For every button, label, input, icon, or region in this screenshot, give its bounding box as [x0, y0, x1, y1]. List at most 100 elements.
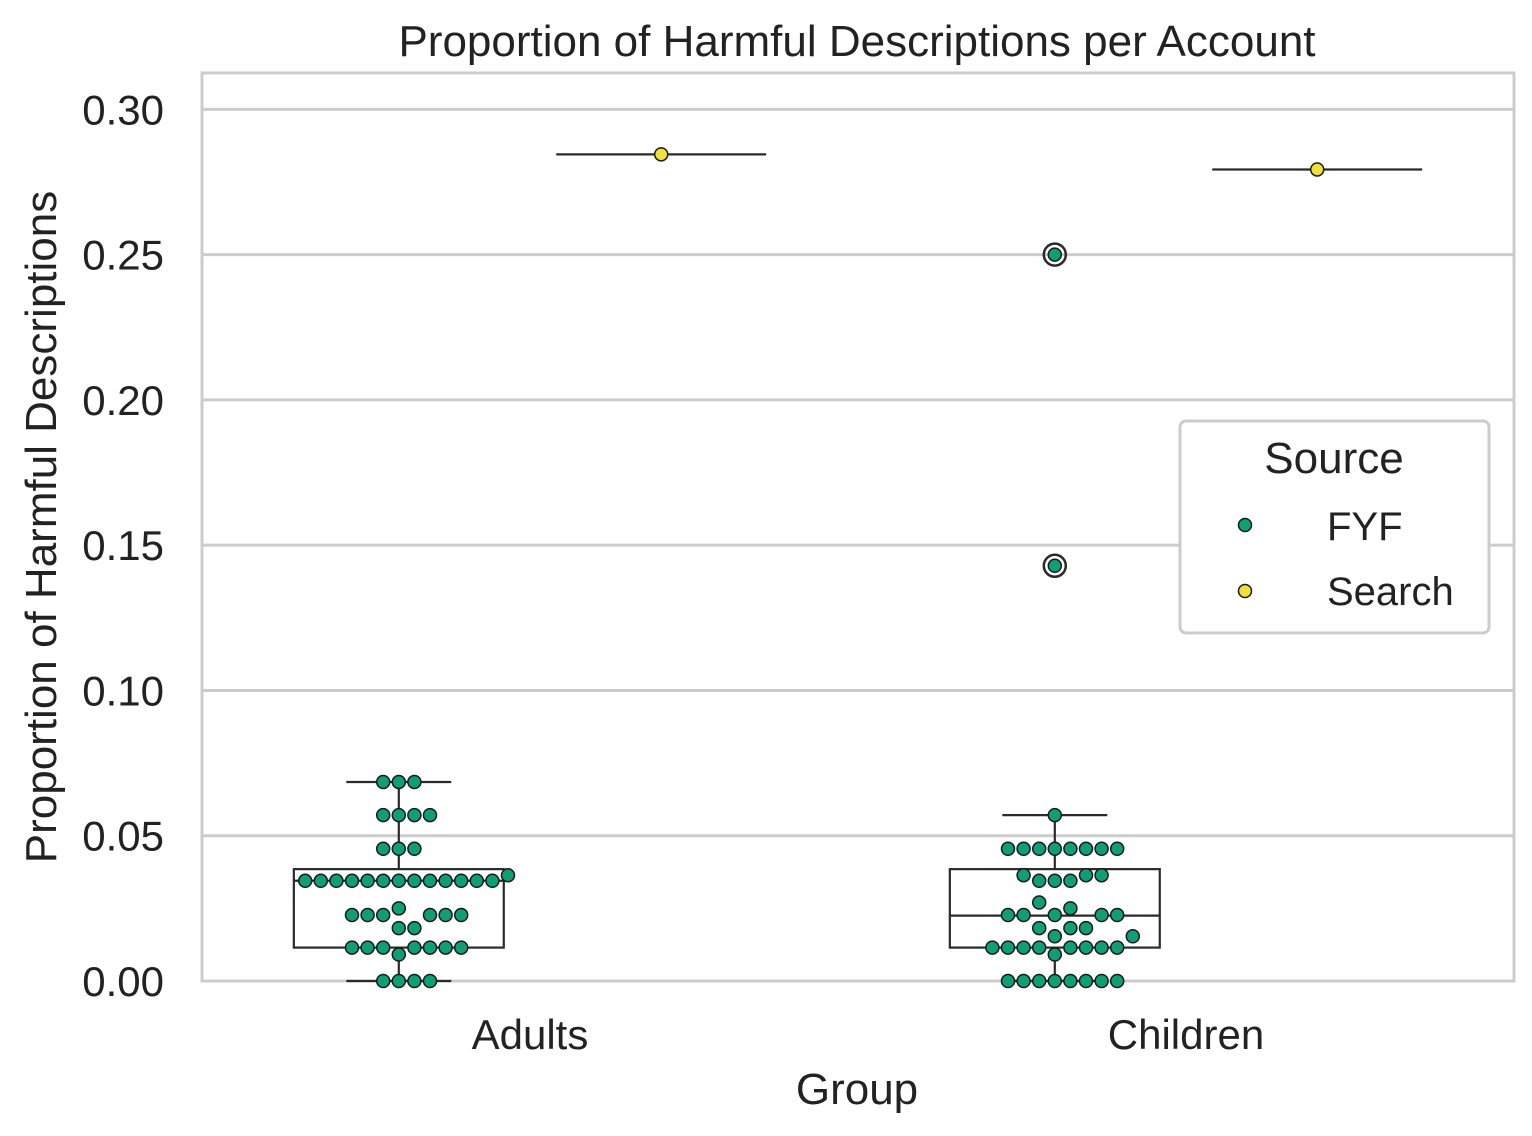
data-point — [1031, 873, 1047, 889]
data-point — [500, 867, 516, 883]
data-point — [1309, 162, 1325, 177]
data-point — [1031, 841, 1047, 857]
data-point — [438, 940, 453, 955]
data-point — [407, 940, 422, 955]
data-point — [407, 873, 422, 889]
data-point — [1078, 940, 1094, 955]
data-point — [422, 907, 438, 923]
data-point — [313, 873, 329, 889]
data-point — [1047, 973, 1063, 989]
data-point — [375, 774, 391, 790]
y-tick-label: 0.25 — [82, 232, 164, 279]
data-point — [407, 920, 422, 936]
data-point — [391, 920, 407, 936]
y-tick-labels: 0.00 0.05 0.10 0.15 0.20 0.25 0.30 — [82, 86, 164, 1005]
data-point — [1000, 940, 1016, 955]
data-point — [1094, 973, 1109, 989]
data-point — [391, 873, 407, 889]
data-point — [1063, 940, 1078, 955]
data-point — [391, 947, 407, 962]
data-point — [297, 873, 313, 889]
data-point — [653, 147, 669, 162]
data-point — [1109, 841, 1125, 857]
data-point — [375, 873, 391, 889]
y-tick-label: 0.20 — [82, 377, 164, 424]
data-point — [1047, 907, 1063, 923]
data-point — [1109, 973, 1125, 989]
data-point — [1063, 920, 1078, 936]
data-point — [1047, 807, 1063, 823]
data-point — [360, 940, 375, 955]
data-point — [1016, 867, 1031, 883]
data-point — [391, 973, 407, 989]
y-tick-label: 0.00 — [82, 958, 164, 1005]
legend-label-search: Search — [1327, 570, 1454, 614]
data-point — [1109, 907, 1125, 923]
data-point — [407, 807, 422, 823]
data-point — [1094, 940, 1109, 955]
plot-frame — [200, 71, 1516, 983]
data-point — [375, 841, 391, 857]
data-point — [329, 873, 344, 889]
x-tick-label: Children — [1108, 1011, 1264, 1058]
data-point — [360, 873, 375, 889]
data-point — [1031, 973, 1047, 989]
data-point — [375, 907, 391, 923]
data-point — [407, 841, 422, 857]
data-point — [391, 774, 407, 790]
data-point — [1094, 907, 1109, 923]
data-point — [1078, 867, 1094, 883]
data-point — [422, 940, 438, 955]
data-point — [1047, 873, 1063, 889]
data-point — [1047, 929, 1063, 944]
y-tick-label: 0.05 — [82, 813, 164, 860]
data-point — [1016, 907, 1031, 923]
data-point — [344, 940, 360, 955]
data-point — [985, 940, 1000, 955]
legend-marker-fyf — [1237, 517, 1253, 533]
legend-label-fyf: FYF — [1327, 505, 1403, 549]
x-axis-label: Group — [796, 1065, 918, 1114]
data-point — [422, 973, 438, 989]
data-point — [1016, 973, 1031, 989]
data-point — [1000, 907, 1016, 923]
legend: Source FYF Search — [1178, 419, 1491, 635]
data-point — [1125, 929, 1141, 944]
data-point — [438, 873, 453, 889]
data-point — [453, 873, 469, 889]
data-point — [407, 774, 422, 790]
y-tick-label: 0.10 — [82, 667, 164, 714]
data-point — [1078, 920, 1094, 936]
data-point — [391, 807, 407, 823]
data-point — [1063, 873, 1078, 889]
y-axis-label: Proportion of Harmful Descriptions — [17, 191, 66, 863]
box-outlier — [1042, 553, 1068, 579]
chart-title: Proportion of Harmful Descriptions per A… — [398, 17, 1315, 66]
x-tick-labels: Adults Children — [472, 1011, 1265, 1058]
y-tick-label: 0.15 — [82, 522, 164, 569]
data-point — [1031, 895, 1047, 910]
data-point — [375, 807, 391, 823]
data-point — [344, 873, 360, 889]
box-outlier — [1042, 242, 1068, 267]
legend-marker-search — [1237, 583, 1253, 599]
data-point — [453, 940, 469, 955]
y-tick-label: 0.30 — [82, 86, 164, 133]
legend-frame — [1178, 419, 1491, 635]
legend-title: Source — [1264, 434, 1403, 483]
data-point — [1016, 940, 1031, 955]
data-point — [344, 907, 360, 923]
data-point — [360, 907, 375, 923]
data-point — [391, 841, 407, 857]
x-tick-label: Adults — [472, 1011, 589, 1058]
data-point — [469, 873, 485, 889]
data-point — [407, 973, 422, 989]
point-layer — [297, 147, 1325, 989]
data-point — [1031, 920, 1047, 936]
data-point — [1047, 558, 1063, 574]
data-point — [1063, 841, 1078, 857]
data-point — [1047, 841, 1063, 857]
data-point — [438, 907, 453, 923]
data-point — [1031, 940, 1047, 955]
